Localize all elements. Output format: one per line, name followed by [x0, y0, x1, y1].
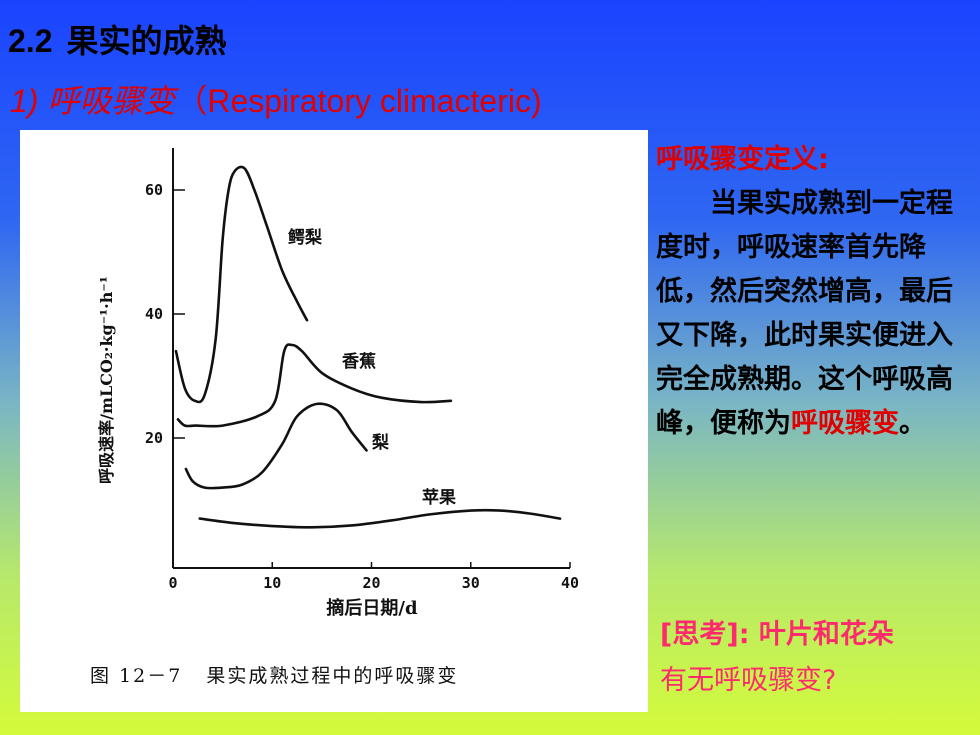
definition-text: 当果实成熟到一定程度时，呼吸速率首先降低，然后突然增高，最后又下降，此时果实便进… [656, 182, 976, 446]
series-line-1 [174, 165, 309, 404]
series-label-4: 苹果 [422, 487, 456, 508]
y-tick-label: 60 [145, 181, 163, 199]
x-tick-label: 10 [263, 574, 281, 592]
subtitle: 1) 呼吸骤变（Respiratory climacteric) [10, 76, 542, 122]
think-colon: : [738, 619, 759, 650]
x-tick-label: 40 [561, 574, 579, 592]
series-line-4 [198, 508, 562, 529]
subtitle-zh: 呼吸骤变 [47, 82, 176, 120]
section-title: 2.2 果实的成熟 [8, 16, 227, 62]
subtitle-number: 1) [10, 83, 39, 119]
x-axis-label: 摘后日期/d [326, 597, 418, 619]
x-tick-label: 30 [462, 574, 480, 592]
definition-end: 。 [899, 408, 926, 439]
definition-title: 呼吸骤变定义: [656, 144, 829, 175]
section-number: 2.2 [8, 23, 53, 59]
series-label-2: 香蕉 [342, 352, 376, 372]
think-text-2: 有无呼吸骤变? [660, 665, 837, 696]
x-tick-label: 20 [362, 574, 380, 592]
series-label-1: 鳄梨 [288, 227, 323, 248]
x-tick-label: 0 [168, 574, 177, 592]
figure-caption: 图 12－7 果实成熟过程中的呼吸骤变 [90, 665, 459, 687]
series-label-3: 梨 [371, 432, 390, 453]
subtitle-en: （Respiratory climacteric) [175, 83, 542, 119]
think-question: [思考]: 叶片和花朵 有无呼吸骤变? [660, 612, 980, 704]
series-line-3 [184, 402, 368, 490]
definition-body: 当果实成熟到一定程度时，呼吸速率首先降低，然后突然增高，最后又下降，此时果实便进… [656, 188, 953, 439]
respiration-chart: 0 10 20 30 40 20 40 60 摘后日期/d 呼吸速率/mLCO₂·kg⁻¹·h⁻¹… [97, 148, 579, 619]
definition-highlight: 呼吸骤变 [791, 408, 899, 439]
think-text-1: 叶片和花朵 [758, 619, 894, 650]
section-title-text: 果实的成熟 [66, 22, 227, 60]
definition-panel: 呼吸骤变定义: 当果实成熟到一定程度时，呼吸速率首先降低，然后突然增高，最后又下… [656, 138, 976, 446]
series-line-2 [176, 343, 453, 428]
y-axis-label: 呼吸速率/mLCO₂·kg⁻¹·h⁻¹ [97, 276, 116, 484]
y-tick-label: 20 [145, 429, 163, 447]
think-tag: [思考] [660, 619, 739, 650]
y-tick-label: 40 [145, 305, 163, 323]
figure-panel: 0 10 20 30 40 20 40 60 摘后日期/d 呼吸速率/mLCO₂·kg⁻¹·h⁻¹… [20, 130, 648, 712]
